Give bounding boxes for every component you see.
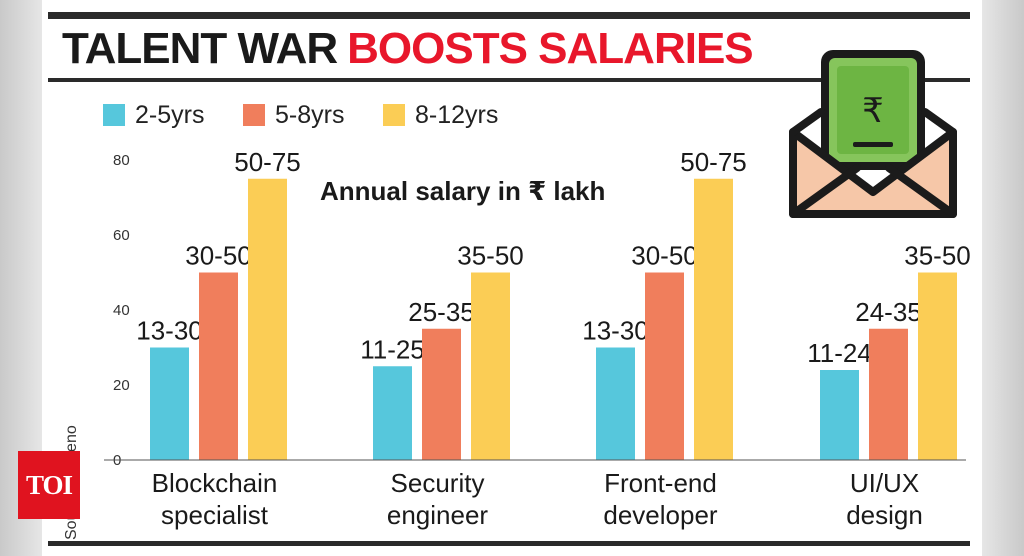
legend-swatch-5-8yrs bbox=[243, 104, 265, 126]
bar-data-label: 35-50 bbox=[457, 241, 524, 271]
headline-part-black: TALENT WAR bbox=[62, 24, 338, 73]
bar-data-label: 24-35 bbox=[855, 297, 922, 327]
svg-text:₹: ₹ bbox=[862, 91, 884, 131]
bar bbox=[471, 272, 510, 460]
bar bbox=[869, 328, 908, 460]
category-label: Blockchain bbox=[152, 468, 278, 498]
category-label: developer bbox=[603, 500, 718, 530]
bar bbox=[373, 366, 412, 460]
legend-label-8-12yrs: 8-12yrs bbox=[415, 100, 499, 129]
category-label: engineer bbox=[387, 500, 489, 530]
bar-data-label: 13-30 bbox=[136, 316, 203, 346]
legend-label-5-8yrs: 5-8yrs bbox=[275, 100, 345, 129]
category-label: Security bbox=[391, 468, 485, 498]
y-tick-label: 20 bbox=[113, 377, 130, 394]
legend-swatch-2-5yrs bbox=[103, 104, 125, 126]
bar bbox=[150, 347, 189, 460]
bar bbox=[694, 178, 733, 460]
category-label: Front-end bbox=[604, 468, 717, 498]
y-tick-label: 40 bbox=[113, 302, 130, 319]
category-label: specialist bbox=[161, 500, 269, 530]
legend-label-2-5yrs: 2-5yrs bbox=[135, 100, 205, 129]
y-tick-label: 80 bbox=[113, 152, 130, 169]
bar-data-label: 50-75 bbox=[680, 147, 747, 177]
bar bbox=[918, 272, 957, 460]
top-rule bbox=[48, 12, 970, 19]
legend-item-8-12yrs: 8-12yrs bbox=[383, 100, 498, 130]
legend-item-5-8yrs: 5-8yrs bbox=[243, 100, 344, 130]
bar bbox=[596, 347, 635, 460]
bar-data-label: 50-75 bbox=[234, 147, 301, 177]
bottom-rule bbox=[48, 541, 970, 546]
right-blur-margin bbox=[982, 0, 1024, 556]
bar-data-label: 13-30 bbox=[582, 316, 649, 346]
category-label: design bbox=[846, 500, 923, 530]
bar bbox=[248, 178, 287, 460]
headline: TALENT WAR BOOSTS SALARIES bbox=[62, 22, 754, 76]
bar-data-label: 30-50 bbox=[185, 241, 252, 271]
y-tick-label: 60 bbox=[113, 227, 130, 244]
headline-underline bbox=[48, 78, 970, 82]
category-label: UI/UX bbox=[850, 468, 919, 498]
bar-data-label: 35-50 bbox=[904, 241, 971, 271]
bar-data-label: 30-50 bbox=[631, 241, 698, 271]
bar bbox=[820, 370, 859, 460]
bar-data-label: 25-35 bbox=[408, 297, 475, 327]
bar-data-label: 11-25 bbox=[360, 334, 425, 364]
bar bbox=[645, 272, 684, 460]
toi-watermark-logo: TOI bbox=[18, 451, 80, 519]
bar-data-label: 11-24 bbox=[807, 338, 872, 368]
legend-swatch-8-12yrs bbox=[383, 104, 405, 126]
envelope-money-icon: ₹ bbox=[789, 50, 957, 218]
bar bbox=[199, 272, 238, 460]
chart-title: Annual salary in ₹ lakh bbox=[320, 176, 606, 206]
bar bbox=[422, 328, 461, 460]
legend-item-2-5yrs: 2-5yrs bbox=[103, 100, 204, 130]
headline-part-red: BOOSTS SALARIES bbox=[347, 24, 753, 73]
